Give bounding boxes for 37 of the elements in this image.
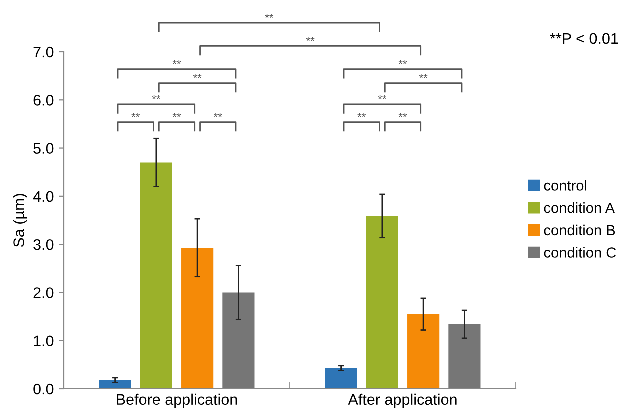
y-tick-label: 6.0 [34,95,54,106]
y-tick-label: 7.0 [34,46,54,58]
annotation: ** [214,113,222,118]
legend-label: condition A [544,202,616,214]
annotation: ** [193,74,202,78]
y-axis-title: Sa (µm) [13,194,28,248]
text: ** [265,14,274,18]
y-tick-label: 5.0 [34,143,54,154]
bar [222,292,255,389]
bar [140,162,172,389]
y-tick-label: 1.0 [34,336,54,347]
bar [448,324,481,389]
annotation: ** [358,113,366,118]
bar [325,368,358,389]
annotation: ** [132,113,140,118]
legend-label: condition B [544,224,616,236]
x-tick-label: Before application [117,394,238,408]
annotation: ** [398,60,408,64]
y-tick-label: 4.0 [33,191,54,202]
annotation: ** [398,113,408,118]
annotation: ** [172,113,182,118]
y-tick-label: 0.0 [34,384,54,395]
y-tick-label: 2.0 [34,288,54,298]
text: **P < 0.01 [550,33,618,44]
annotation: ** [152,95,161,100]
bar [99,380,132,389]
legend-label: control [544,180,587,191]
annotation: ** [378,95,387,100]
annotation: ** [419,74,428,78]
bar [182,248,214,389]
legend-label: condition C [544,247,616,258]
text: ** [306,37,315,42]
y-tick-label: 3.0 [34,239,54,250]
x-tick-label: After application [348,394,457,408]
annotation: ** [172,60,182,64]
bar [366,216,398,389]
bar [408,314,440,389]
